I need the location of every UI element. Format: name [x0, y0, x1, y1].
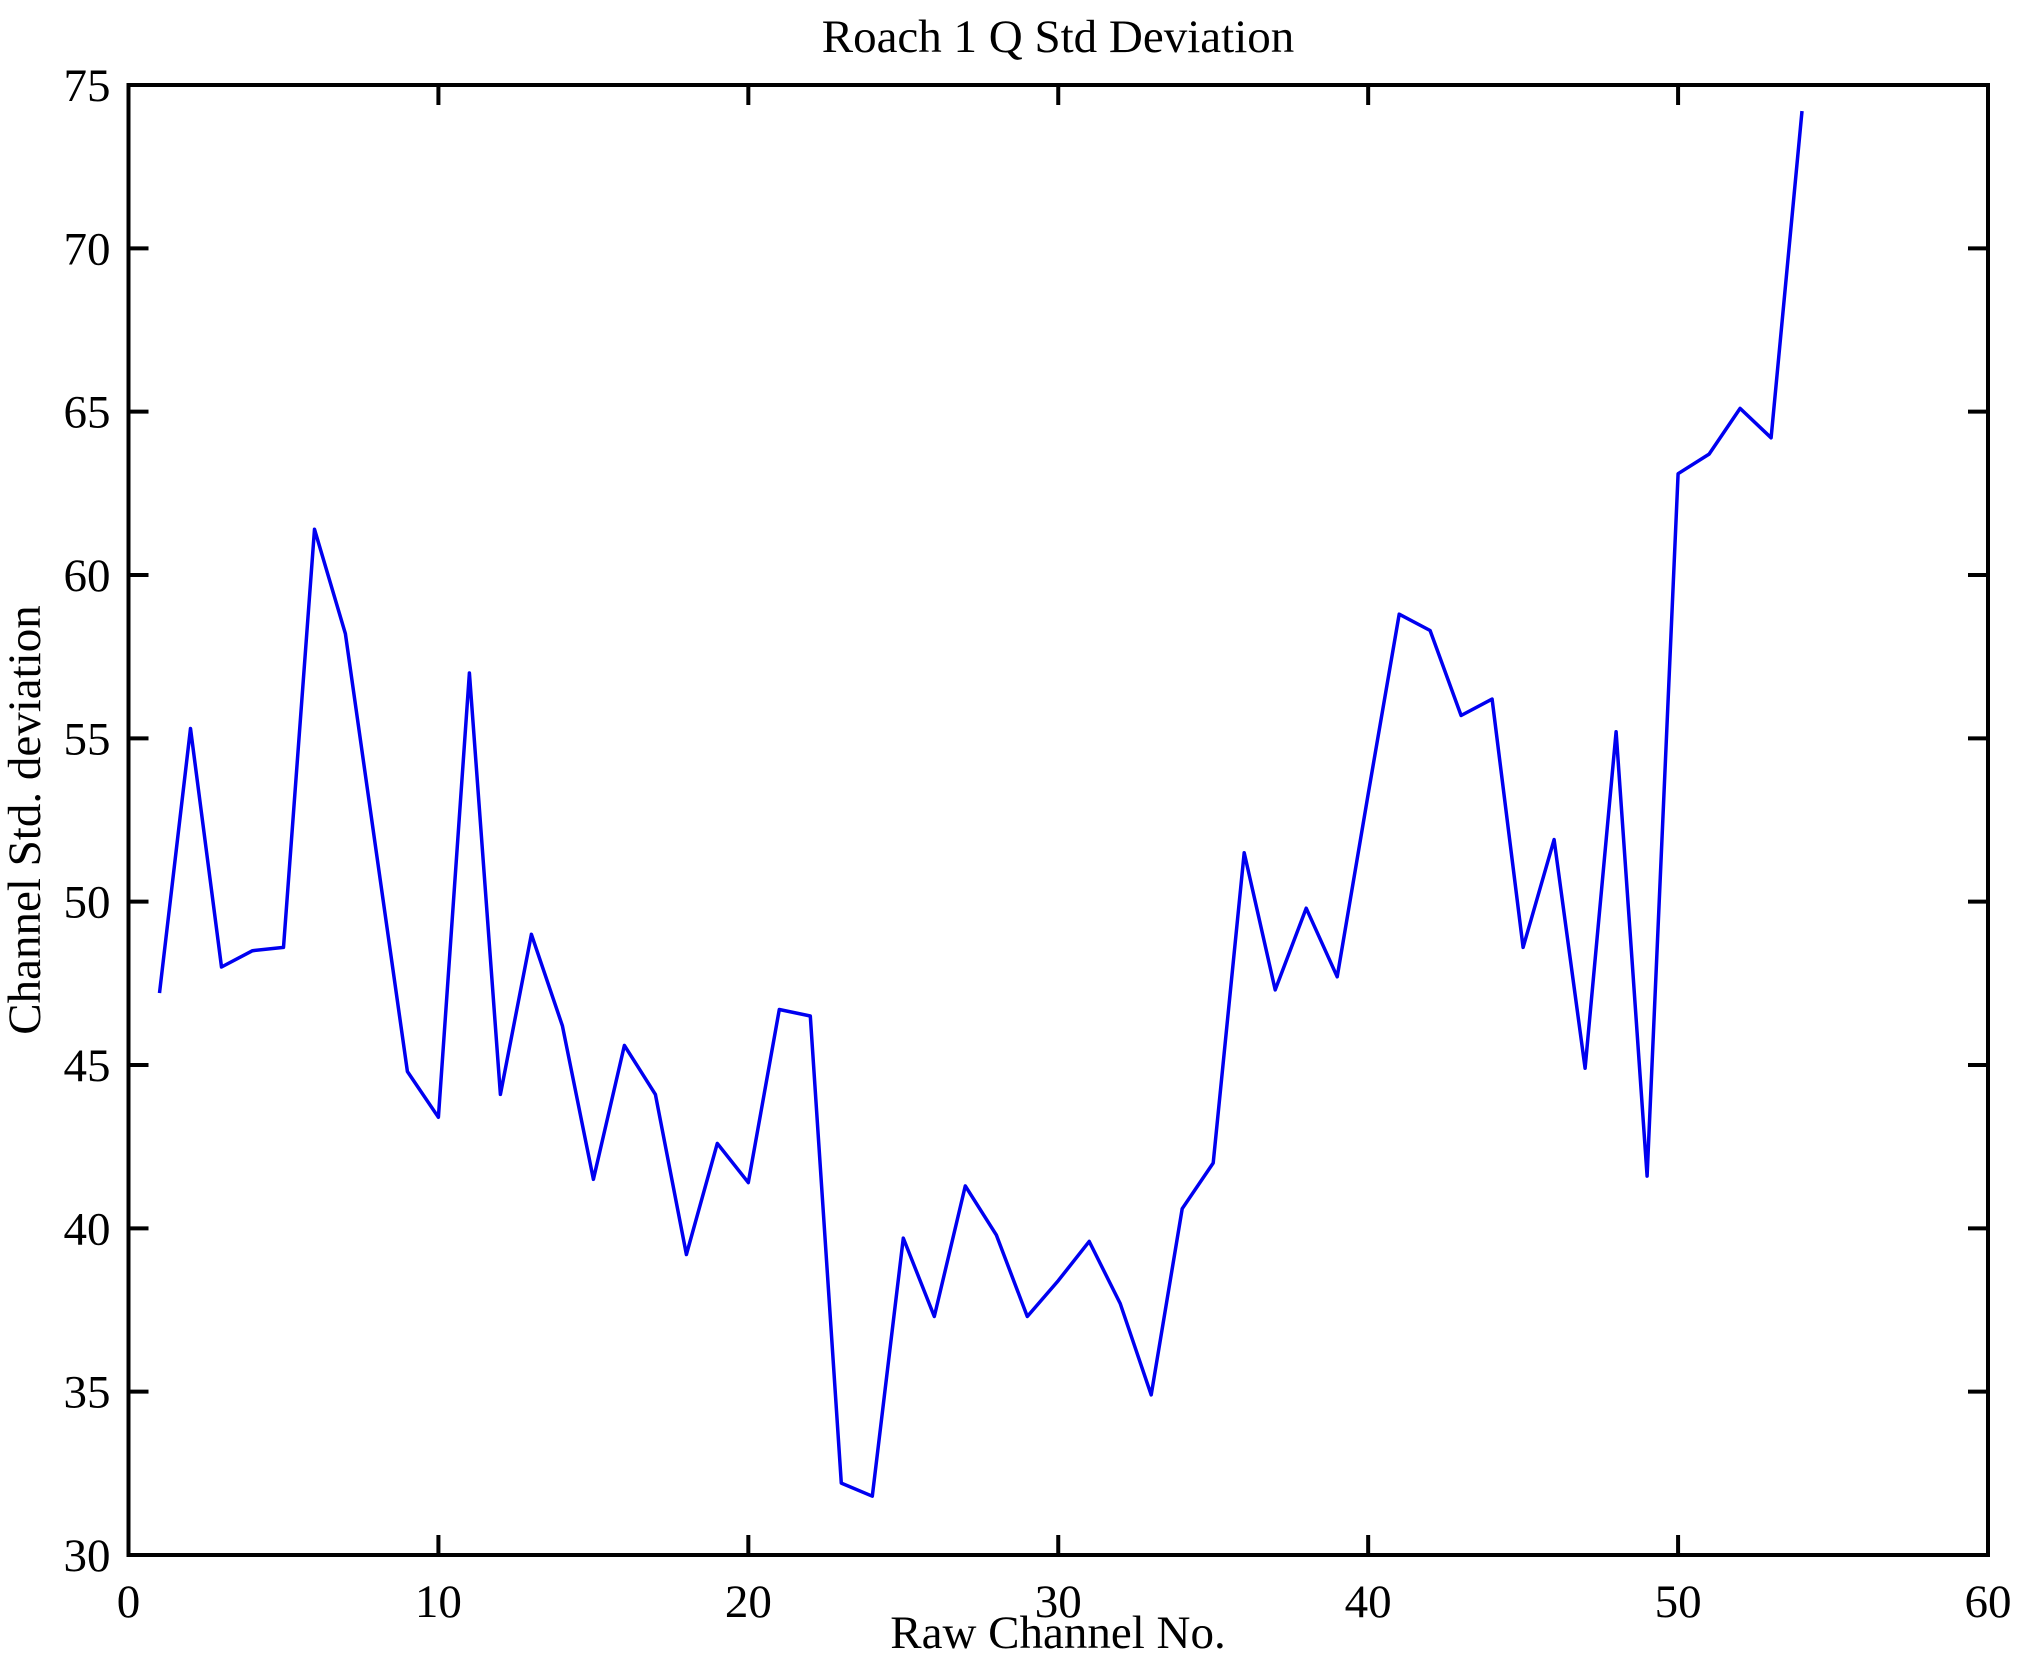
y-axis-label: Channel Std. deviation — [0, 605, 51, 1034]
x-axis-ticks: 0 10 20 30 40 50 60 — [117, 85, 2012, 1628]
tick-label: 70 — [64, 223, 111, 275]
tick-label: 20 — [725, 1576, 772, 1628]
data-line — [157, 110, 1804, 1498]
tick-label: 65 — [64, 387, 111, 439]
plot-area — [126, 83, 1990, 1557]
tick-label: 40 — [1345, 1576, 1392, 1628]
tick-label: 75 — [64, 60, 111, 112]
tick-label: 60 — [64, 550, 111, 602]
tick-label: 40 — [64, 1203, 111, 1255]
tick-label: 45 — [64, 1040, 111, 1092]
x-axis-label: Raw Channel No. — [890, 1607, 1225, 1659]
tick-label: 10 — [415, 1576, 462, 1628]
tick-label: 30 — [64, 1530, 111, 1582]
tick-label: 35 — [64, 1367, 111, 1419]
tick-label: 60 — [1965, 1576, 2012, 1628]
tick-label: 0 — [117, 1576, 141, 1628]
chart-title: Roach 1 Q Std Deviation — [822, 11, 1295, 63]
tick-label: 55 — [64, 713, 111, 765]
tick-label: 50 — [64, 877, 111, 929]
tick-label: 30 — [1035, 1576, 1082, 1628]
tick-label: 50 — [1655, 1576, 1702, 1628]
y-axis-ticks: 30 35 40 45 50 55 60 65 70 75 — [64, 60, 1988, 1582]
